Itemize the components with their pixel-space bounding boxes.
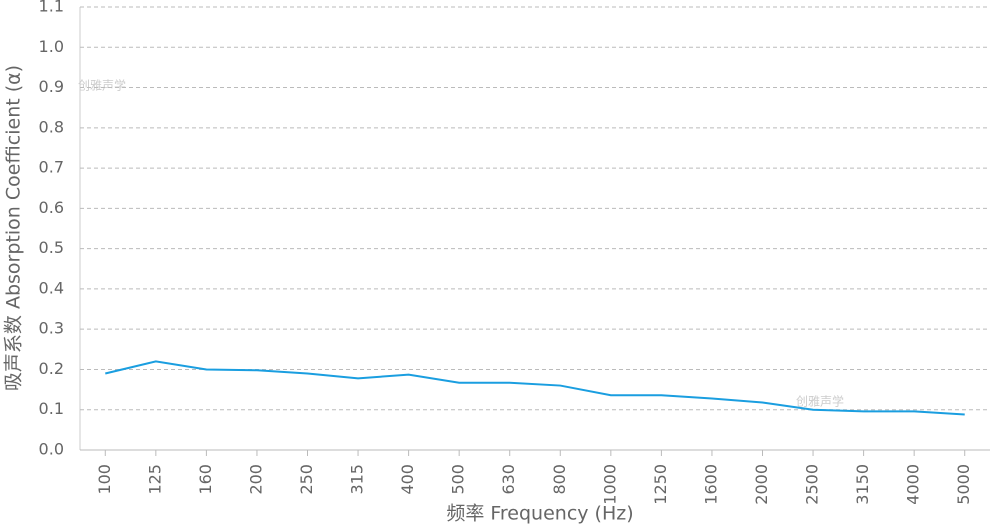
watermark: 创雅声学	[796, 394, 844, 409]
x-tick-label: 630	[499, 464, 518, 495]
x-axis-label: 频率 Frequency (Hz)	[446, 503, 633, 525]
x-tick-label: 200	[246, 464, 265, 495]
x-tick-label: 125	[145, 464, 164, 495]
y-axis-label: 吸声系数 Absorption Coefficient (α)	[3, 65, 25, 391]
x-tick-label: 315	[348, 464, 367, 495]
x-tick-label: 800	[550, 464, 569, 495]
x-tick-label: 2500	[803, 464, 822, 505]
y-tick-label: 0.2	[39, 359, 64, 378]
y-tick-label: 0.5	[39, 238, 64, 257]
x-tick-label: 4000	[904, 464, 923, 505]
watermark: 创雅声学	[78, 78, 126, 93]
y-tick-label: 0.6	[39, 198, 64, 217]
x-tick-label: 160	[196, 464, 215, 495]
y-tick-label: 0.7	[39, 158, 64, 177]
x-tick-label: 5000	[954, 464, 973, 505]
x-tick-label: 2000	[752, 464, 771, 505]
y-tick-label: 0.0	[39, 440, 64, 459]
x-tick-label: 1000	[600, 464, 619, 505]
data-line	[105, 360, 965, 416]
y-tick-label: 1.1	[39, 0, 64, 16]
x-tick-label: 100	[95, 464, 114, 495]
x-tick-label: 1250	[651, 464, 670, 505]
x-tick-label: 250	[297, 464, 316, 495]
y-tick-label: 0.1	[39, 399, 64, 418]
x-tick-label: 1600	[701, 464, 720, 505]
y-tick-label: 1.0	[39, 37, 64, 56]
y-tick-label: 0.9	[39, 77, 64, 96]
y-tick-label: 0.3	[39, 319, 64, 338]
x-tick-label: 400	[398, 464, 417, 495]
x-tick-label: 500	[449, 464, 468, 495]
y-tick-label: 0.8	[39, 117, 64, 136]
x-tick-label: 3150	[853, 464, 872, 505]
y-tick-label: 0.4	[39, 278, 64, 297]
